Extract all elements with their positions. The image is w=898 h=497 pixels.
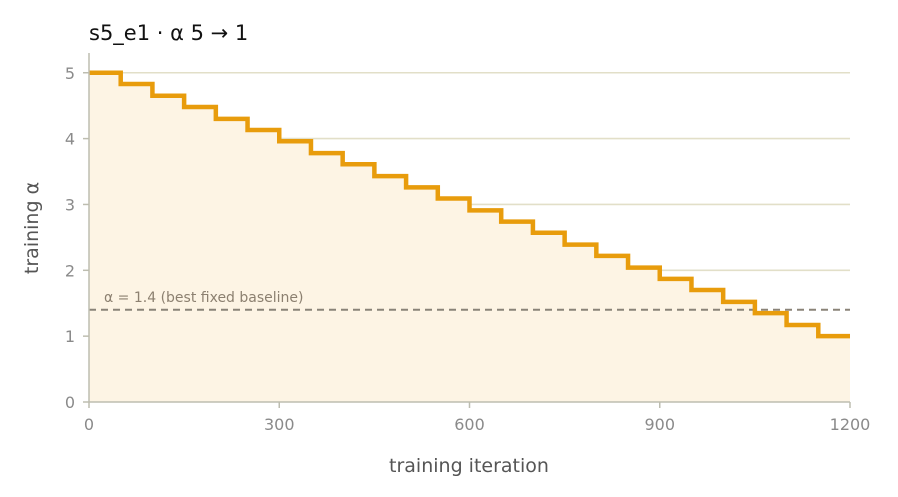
x-ticks: 0 300 600 900 1200 — [84, 402, 870, 434]
y-tick-label: 5 — [65, 64, 75, 83]
x-axis-label: training iteration — [389, 455, 549, 477]
y-axis-label: training α — [21, 182, 43, 274]
y-tick-label: 3 — [65, 195, 75, 214]
area-fill — [89, 72, 850, 403]
x-tick-label: 0 — [84, 415, 94, 434]
reference-line-label: α = 1.4 (best fixed baseline) — [104, 290, 304, 306]
x-tick-label: 900 — [644, 415, 675, 434]
series-line — [89, 70, 850, 339]
x-tick-label: 600 — [454, 415, 485, 434]
y-ticks: 0 1 2 3 4 5 — [65, 64, 89, 412]
chart-title: s5_e1 · α 5 → 1 — [89, 21, 248, 46]
y-tick-label: 1 — [65, 327, 75, 346]
x-tick-label: 1200 — [830, 415, 871, 434]
y-tick-label: 4 — [65, 130, 75, 149]
y-tick-label: 0 — [65, 393, 75, 412]
x-tick-label: 300 — [264, 415, 295, 434]
y-tick-label: 2 — [65, 261, 75, 280]
